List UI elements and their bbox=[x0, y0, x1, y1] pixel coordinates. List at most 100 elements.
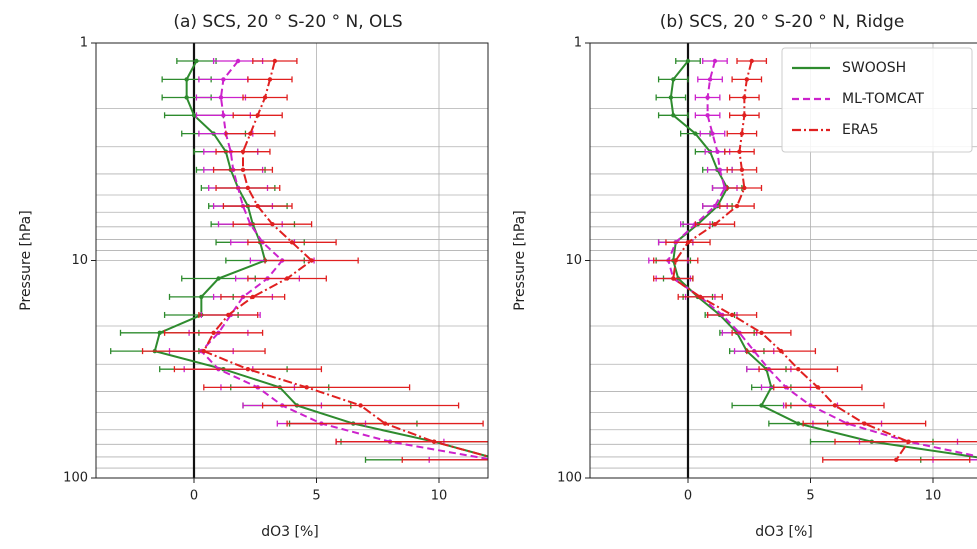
point bbox=[216, 276, 221, 281]
point bbox=[240, 149, 246, 154]
point bbox=[671, 77, 676, 82]
x-tick-label: 5 bbox=[806, 489, 814, 504]
point bbox=[742, 95, 747, 100]
x-tick-label: 5 bbox=[312, 489, 320, 504]
point bbox=[250, 294, 255, 300]
point bbox=[270, 222, 275, 227]
error-bar bbox=[401, 456, 488, 463]
panel: 1 10 100 0 5 10 (a) SCS, 20 ° S-20 ° N, OLS dO3… bbox=[18, 12, 502, 540]
point bbox=[715, 149, 720, 154]
point bbox=[906, 439, 911, 444]
series-line bbox=[202, 60, 488, 458]
point bbox=[671, 113, 676, 118]
x-tick-label: 0 bbox=[684, 489, 692, 504]
point bbox=[673, 258, 678, 263]
point bbox=[358, 403, 363, 408]
y-tick-label: 100 bbox=[557, 471, 582, 486]
y-axis-label: Pressure [hPa] bbox=[512, 210, 528, 310]
point bbox=[255, 113, 260, 118]
point bbox=[705, 113, 710, 118]
point bbox=[304, 385, 309, 390]
x-axis-label: dO3 [%] bbox=[755, 524, 813, 540]
point bbox=[712, 222, 718, 227]
point bbox=[184, 77, 189, 82]
point bbox=[498, 458, 502, 462]
point bbox=[221, 113, 226, 118]
x-axis-label: dO3 [%] bbox=[261, 524, 319, 540]
point bbox=[710, 131, 715, 136]
point bbox=[255, 203, 260, 209]
point bbox=[744, 77, 749, 82]
x-tick-label: 10 bbox=[431, 489, 448, 504]
point bbox=[248, 131, 253, 136]
point bbox=[759, 330, 764, 336]
point bbox=[685, 58, 691, 64]
y-axis-label: Pressure [hPa] bbox=[18, 210, 34, 310]
point bbox=[272, 58, 278, 64]
point bbox=[245, 366, 251, 372]
point bbox=[742, 185, 747, 191]
point bbox=[729, 312, 735, 318]
legend-label: ML-TOMCAT bbox=[842, 91, 924, 107]
point bbox=[712, 203, 718, 209]
point bbox=[221, 77, 226, 82]
point bbox=[235, 58, 241, 64]
point bbox=[832, 403, 838, 408]
point bbox=[491, 458, 495, 462]
point bbox=[157, 330, 162, 336]
point bbox=[671, 276, 676, 281]
legend-label: ERA5 bbox=[842, 122, 879, 138]
point bbox=[815, 385, 821, 390]
legend: SWOOSH ML-TOMCAT ERA5 bbox=[781, 47, 973, 153]
point bbox=[739, 167, 745, 173]
point bbox=[722, 185, 727, 191]
point bbox=[262, 95, 268, 100]
point bbox=[759, 403, 764, 408]
panel: 1 10 100 0 5 10 (b) SCS, 20 ° S-20 ° N, Ridge d… bbox=[512, 12, 977, 540]
point bbox=[739, 131, 745, 136]
point bbox=[267, 77, 273, 82]
point bbox=[431, 439, 437, 444]
legend-label: SWOOSH bbox=[842, 60, 906, 76]
point bbox=[778, 348, 784, 354]
point bbox=[749, 58, 754, 64]
point bbox=[796, 366, 801, 372]
point bbox=[245, 185, 251, 191]
point bbox=[894, 457, 899, 463]
plot-content bbox=[110, 43, 502, 478]
point bbox=[194, 58, 199, 64]
point bbox=[862, 421, 867, 426]
point bbox=[742, 113, 747, 118]
point bbox=[707, 77, 713, 82]
point bbox=[201, 348, 206, 354]
point bbox=[705, 95, 710, 100]
legend-box bbox=[781, 47, 973, 153]
point bbox=[240, 167, 246, 173]
chart-title: (a) SCS, 20 ° S-20 ° N, OLS bbox=[173, 12, 402, 32]
point bbox=[698, 294, 703, 300]
point bbox=[734, 203, 740, 209]
point bbox=[796, 421, 801, 426]
point bbox=[199, 294, 204, 300]
y-tick-label: 1 bbox=[574, 36, 582, 51]
point bbox=[685, 240, 691, 245]
point bbox=[218, 95, 224, 100]
point bbox=[309, 258, 314, 263]
point bbox=[498, 458, 502, 462]
point bbox=[717, 167, 723, 173]
point bbox=[737, 149, 742, 154]
point bbox=[211, 330, 216, 336]
point bbox=[184, 95, 189, 100]
point bbox=[382, 421, 388, 426]
y-tick-label: 10 bbox=[71, 253, 88, 268]
axes-frame bbox=[589, 42, 977, 479]
point bbox=[289, 240, 295, 245]
y-tick-label: 100 bbox=[63, 471, 88, 486]
point bbox=[191, 113, 197, 118]
point bbox=[668, 95, 674, 100]
point bbox=[226, 312, 231, 318]
axes-frame bbox=[95, 42, 489, 479]
x-tick-label: 10 bbox=[925, 489, 942, 504]
y-tick-label: 10 bbox=[565, 253, 582, 268]
